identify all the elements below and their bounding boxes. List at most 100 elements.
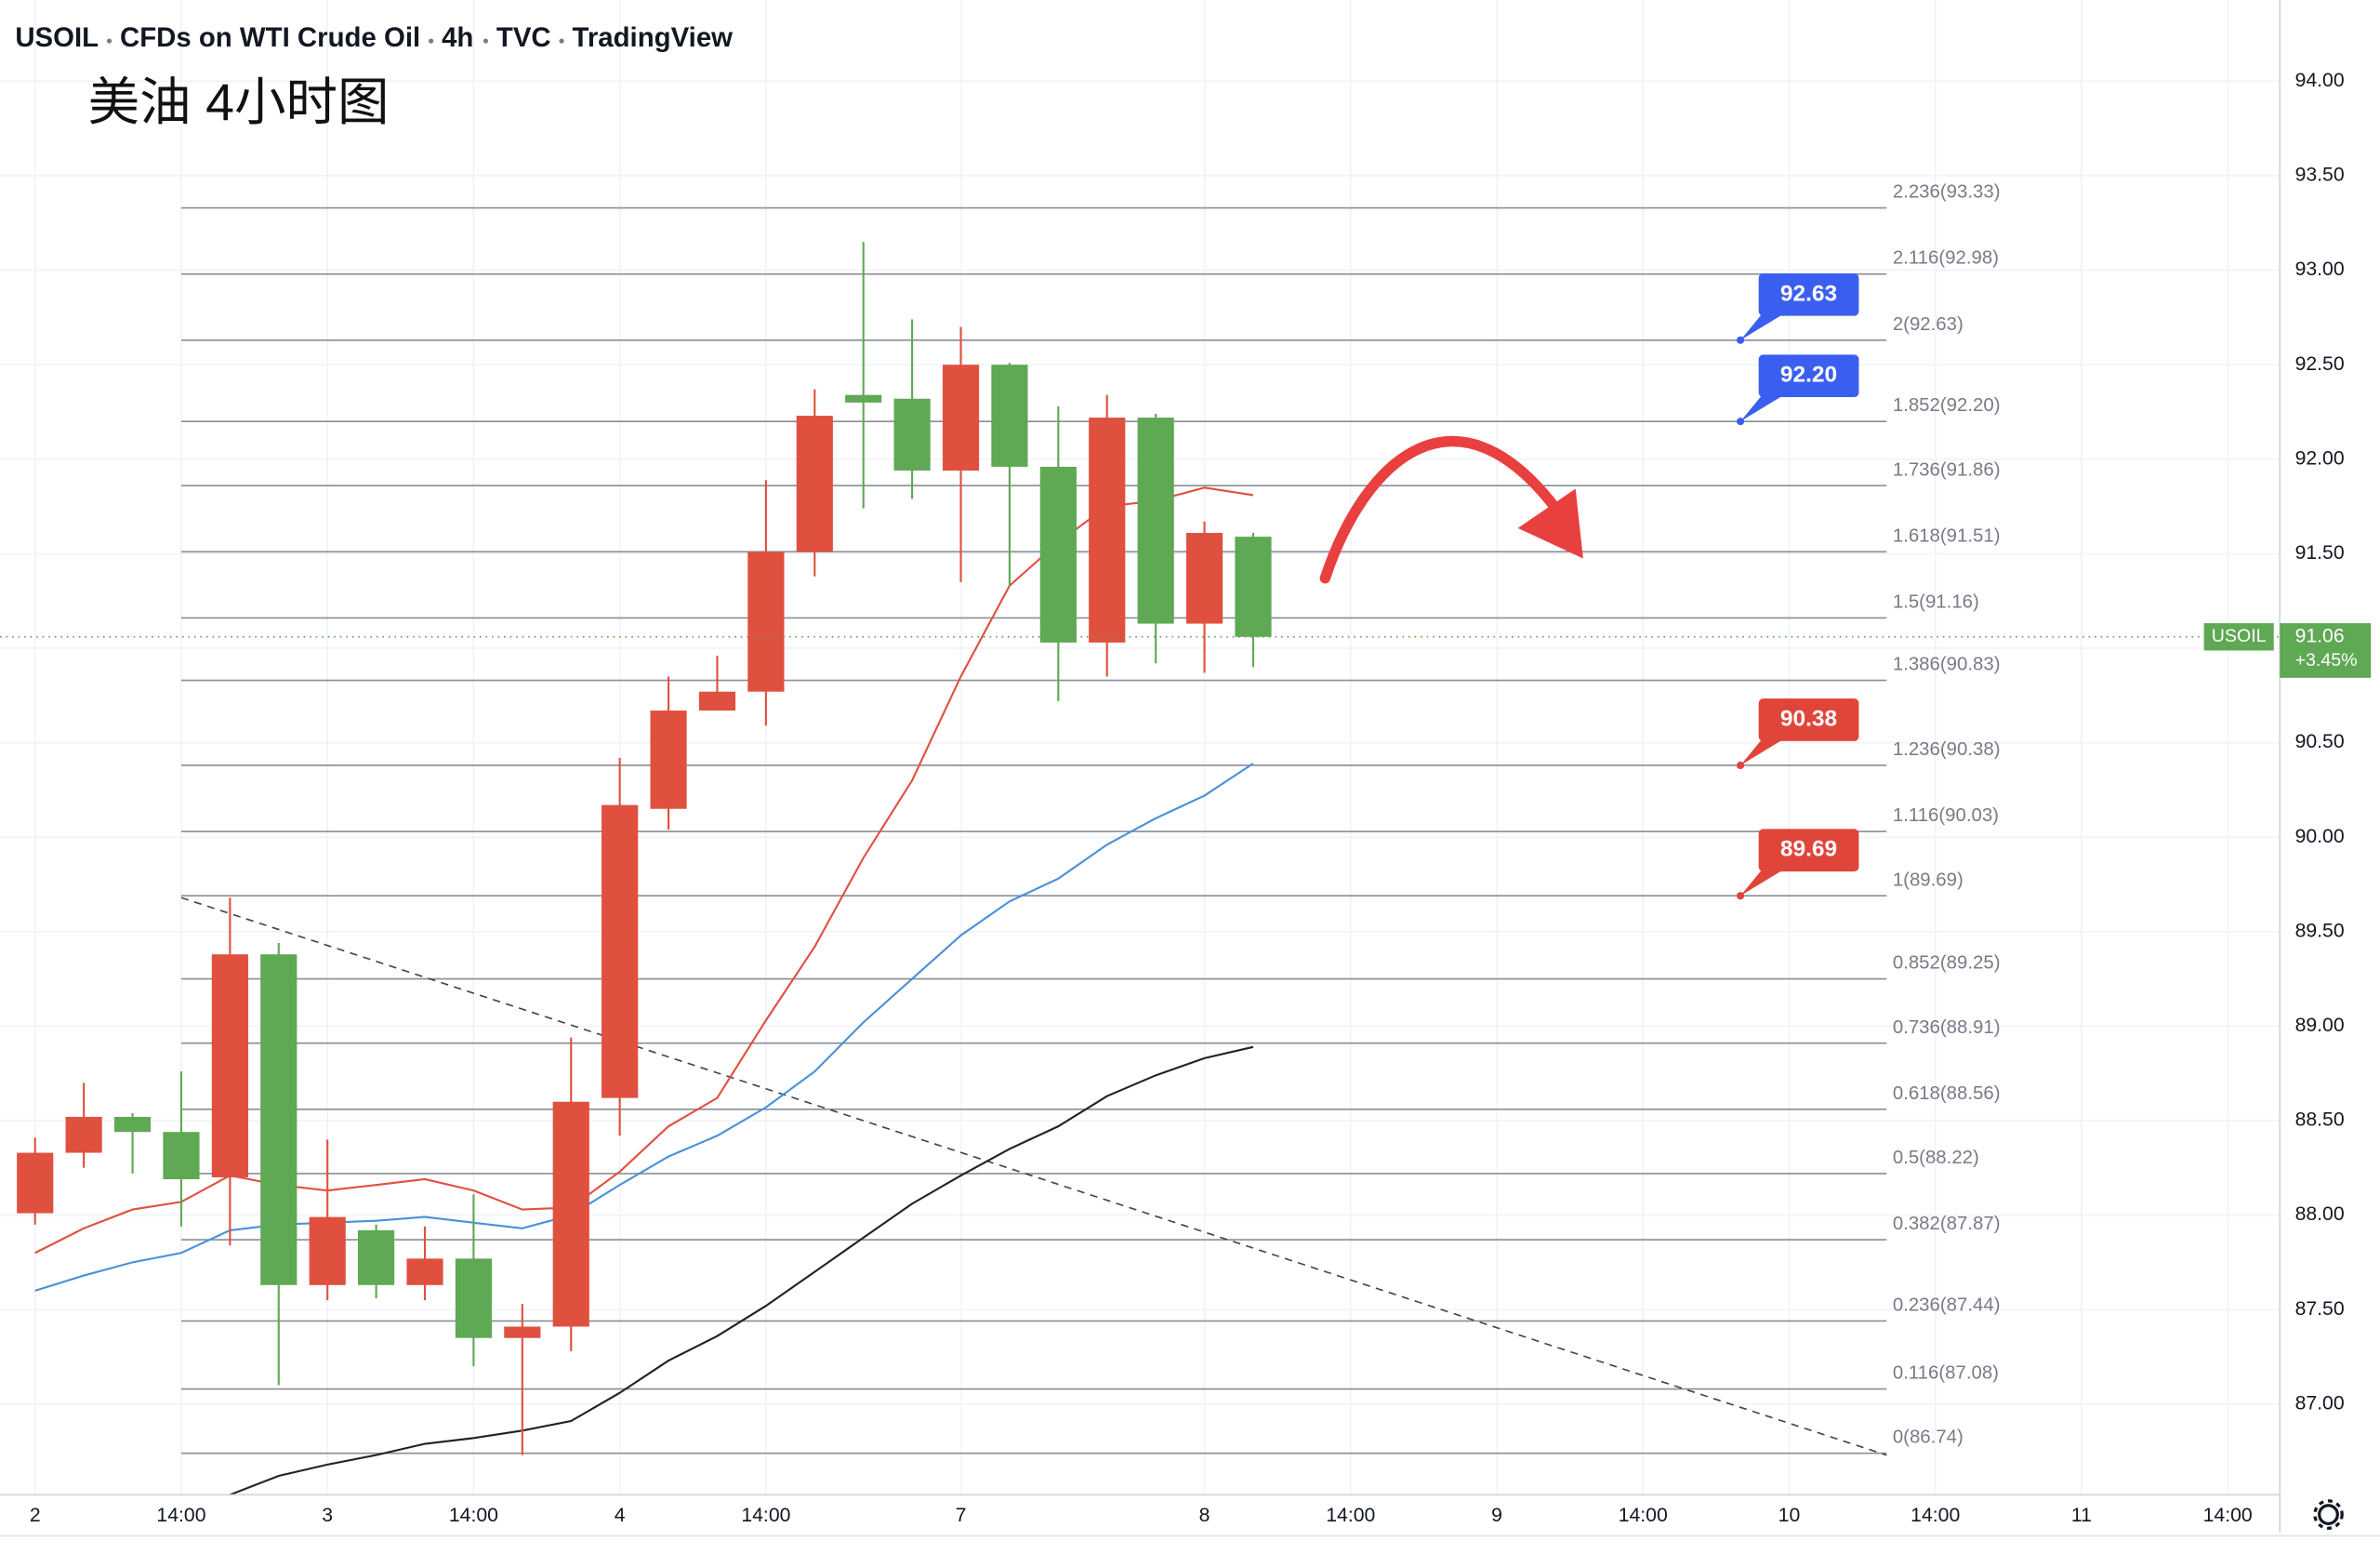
candle-body	[796, 416, 833, 552]
x-tick-label: 14:00	[741, 1505, 790, 1526]
y-tick-label: 87.00	[2295, 1392, 2345, 1414]
candle-body	[650, 711, 687, 809]
fib-label: 2(92.63)	[1893, 314, 1964, 335]
annotation: 美油 4小时图	[88, 73, 390, 131]
candle-body	[1235, 537, 1272, 637]
tag-label: 92.63	[1780, 281, 1837, 306]
tag-pointer	[1740, 314, 1783, 340]
tag-pointer	[1740, 870, 1783, 897]
symbol-badge	[2203, 623, 2274, 651]
fib-label: 0.852(89.25)	[1893, 953, 2001, 974]
last-price-change: +3.45%	[2295, 650, 2358, 671]
y-tick-label: 94.00	[2295, 70, 2345, 91]
tag-label: 89.69	[1780, 837, 1837, 862]
tag-box	[1758, 272, 1859, 316]
x-tick-label: 14:00	[2203, 1505, 2253, 1526]
separator	[106, 38, 112, 44]
fib-label: 0(86.74)	[1893, 1428, 1964, 1448]
symbol: USOIL	[15, 22, 99, 53]
separator	[483, 38, 489, 44]
x-tick-label: 8	[1199, 1505, 1210, 1526]
fib-label: 0.736(88.91)	[1893, 1017, 2001, 1038]
tag-pointer	[1740, 739, 1783, 765]
fib-label: 0.382(87.87)	[1893, 1214, 2001, 1234]
x-tick-label: 3	[322, 1505, 333, 1526]
candle-body	[747, 551, 785, 692]
x-tick-label: 11	[2071, 1505, 2092, 1526]
tag-pointer	[1740, 395, 1783, 422]
candle-body	[260, 954, 298, 1285]
gear-teeth[interactable]	[2313, 1499, 2344, 1530]
candle-body	[1039, 466, 1077, 643]
tag-label: 90.38	[1780, 707, 1837, 732]
y-tick-label: 90.00	[2295, 826, 2345, 847]
candle-body	[163, 1132, 200, 1180]
candle-body	[309, 1216, 346, 1285]
fib-label: 0.116(87.08)	[1893, 1363, 1999, 1384]
y-tick-label: 90.50	[2295, 731, 2345, 752]
fib-label: 1.618(91.51)	[1893, 525, 2001, 546]
x-tick-label: 14:00	[449, 1505, 498, 1526]
description: CFDs on WTI Crude Oil	[120, 22, 420, 53]
x-tick-label: 4	[615, 1505, 626, 1526]
tag-box	[1758, 698, 1859, 741]
candle-body	[358, 1229, 395, 1285]
y-tick-label: 93.50	[2295, 165, 2345, 186]
y-tick-label: 87.50	[2295, 1298, 2345, 1320]
settings-icon[interactable]	[2313, 1499, 2344, 1530]
candle-body	[1089, 418, 1126, 643]
y-tick-label: 93.00	[2295, 259, 2345, 280]
title-bar: USOIL CFDs on WTI Crude Oil 4h TVC Tradi…	[15, 22, 733, 53]
x-tick-label: 14:00	[1326, 1505, 1375, 1526]
x-tick-label: 9	[1491, 1505, 1502, 1526]
separator	[559, 38, 564, 44]
y-tick-label: 92.00	[2295, 447, 2345, 469]
candle-body	[1137, 418, 1174, 624]
tag-box	[1758, 829, 1859, 872]
candle-body	[504, 1326, 541, 1338]
separator	[429, 38, 434, 44]
fib-label: 0.618(88.56)	[1893, 1083, 2001, 1104]
last-price-box	[2280, 623, 2372, 678]
last-price-label: 91.06	[2295, 625, 2345, 646]
fib-label: 1(89.69)	[1893, 870, 1964, 890]
candle-body	[942, 365, 980, 471]
ma-line	[34, 763, 1254, 1292]
candle-body	[552, 1101, 589, 1327]
x-tick-label: 2	[30, 1505, 41, 1526]
fib-label: 1.386(90.83)	[1893, 655, 2001, 675]
y-tick-label: 91.50	[2295, 542, 2345, 564]
tag-box	[1758, 354, 1859, 398]
candle-body	[698, 691, 736, 711]
interval: 4h	[442, 22, 473, 53]
tag-label: 92.20	[1780, 363, 1837, 388]
x-tick-label: 10	[1778, 1505, 1801, 1526]
fib-label: 0.5(88.22)	[1893, 1148, 1979, 1168]
y-tick-label: 89.50	[2295, 920, 2345, 941]
candle-body	[406, 1258, 443, 1285]
candle-body	[602, 804, 639, 1098]
y-tick-label: 88.50	[2295, 1109, 2345, 1131]
candle-body	[893, 398, 931, 471]
fib-label: 2.116(92.98)	[1893, 248, 1999, 269]
candle-body	[1185, 533, 1223, 624]
gear[interactable]	[2318, 1504, 2339, 1525]
y-tick-label: 92.50	[2295, 353, 2345, 375]
x-tick-label: 14:00	[156, 1505, 205, 1526]
y-tick-label: 88.00	[2295, 1203, 2345, 1225]
candle-body	[113, 1116, 152, 1133]
plot: 2.236(93.33) 2.116(92.98) 2(92.63) 1.852(92…	[17, 182, 2001, 1496]
forecast-arrow	[1319, 435, 1562, 584]
symbol-badge-label: USOIL	[2212, 626, 2267, 646]
fib-label: 1.736(91.86)	[1893, 459, 2001, 480]
fib-label: 1.5(91.16)	[1893, 592, 1979, 613]
forecast-arrow-head	[1517, 488, 1583, 559]
fib-label: 1.852(92.20)	[1893, 395, 2001, 416]
fib-label: 1.236(90.38)	[1893, 739, 2001, 760]
candle-body	[455, 1258, 493, 1338]
x-tick-label: 14:00	[1911, 1505, 1960, 1526]
exchange: TVC	[496, 22, 551, 53]
